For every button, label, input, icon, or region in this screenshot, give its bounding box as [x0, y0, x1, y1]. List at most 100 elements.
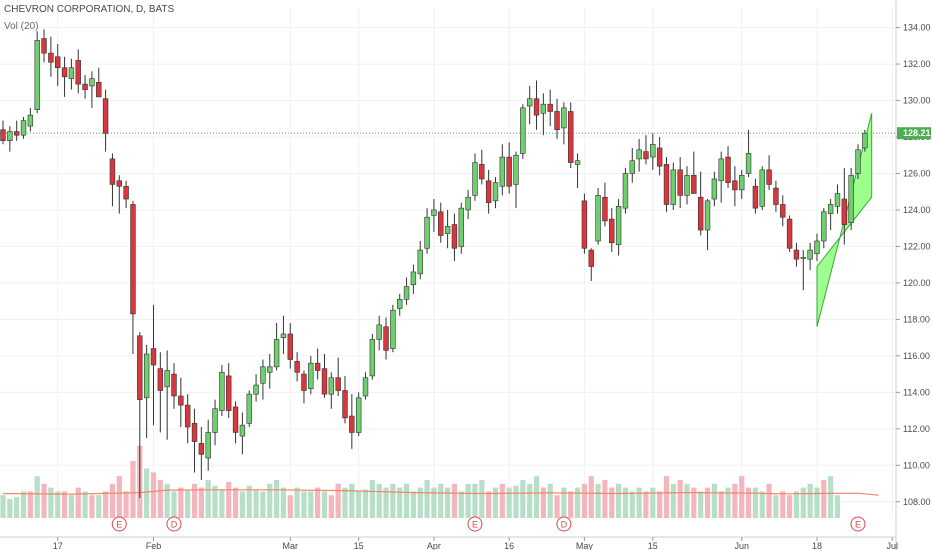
candle-body[interactable] — [267, 366, 273, 373]
candle-body[interactable] — [198, 443, 205, 455]
candle-body[interactable] — [540, 103, 547, 114]
candle-body[interactable] — [34, 40, 40, 110]
candle-body[interactable] — [102, 98, 109, 134]
candle-body[interactable] — [780, 204, 786, 218]
candle-body[interactable] — [150, 348, 157, 366]
candle-body[interactable] — [246, 393, 252, 424]
candle-body[interactable] — [157, 368, 164, 391]
candle-body[interactable] — [253, 384, 259, 395]
candle-body[interactable] — [130, 204, 136, 315]
candle-body[interactable] — [301, 373, 307, 391]
candle-body[interactable] — [458, 207, 464, 247]
candle-body[interactable] — [677, 169, 683, 196]
candle-body[interactable] — [554, 111, 560, 131]
candle-body[interactable] — [561, 107, 567, 129]
candle-body[interactable] — [116, 180, 122, 187]
candle-body[interactable] — [55, 56, 61, 69]
candle-body[interactable] — [581, 200, 588, 249]
candle-body[interactable] — [96, 82, 102, 98]
candle-body[interactable] — [841, 198, 848, 225]
candle-body[interactable] — [431, 209, 437, 216]
candle-body[interactable] — [424, 216, 430, 249]
candle-body[interactable] — [444, 226, 451, 234]
earnings-marker[interactable] — [467, 516, 483, 532]
candle-body[interactable] — [212, 408, 218, 433]
candle-body[interactable] — [773, 187, 779, 205]
candle-body[interactable] — [48, 52, 54, 63]
candle-body[interactable] — [595, 195, 601, 242]
candle-body[interactable] — [178, 395, 184, 406]
dividend-marker[interactable] — [556, 516, 572, 532]
candle-body[interactable] — [533, 98, 540, 116]
candle-body[interactable] — [766, 169, 772, 185]
candle-body[interactable] — [143, 353, 150, 399]
candle-body[interactable] — [499, 156, 506, 187]
earnings-marker[interactable] — [850, 516, 866, 532]
candle-body[interactable] — [752, 185, 759, 209]
candle-body[interactable] — [615, 206, 622, 245]
symbol-title[interactable]: CHEVRON CORPORATION, D, BATS — [4, 4, 175, 15]
candle-body[interactable] — [294, 361, 300, 373]
candle-body[interactable] — [342, 390, 348, 419]
candle-body[interactable] — [89, 78, 95, 87]
candle-body[interactable] — [287, 333, 293, 360]
candle-body[interactable] — [622, 173, 629, 209]
candle-body[interactable] — [834, 193, 841, 207]
candle-body[interactable] — [526, 98, 533, 107]
candle-body[interactable] — [137, 335, 143, 400]
candle-body[interactable] — [800, 257, 806, 259]
candle-body[interactable] — [219, 371, 225, 411]
candle-body[interactable] — [506, 156, 512, 187]
candle-body[interactable] — [643, 151, 649, 160]
candle-body[interactable] — [403, 286, 410, 300]
candle-body[interactable] — [239, 424, 246, 437]
dividend-marker[interactable] — [166, 516, 182, 532]
candle-body[interactable] — [492, 182, 499, 202]
candle-body[interactable] — [355, 397, 362, 433]
candle-body[interactable] — [547, 103, 553, 112]
candle-body[interactable] — [725, 156, 731, 183]
candle-body[interactable] — [390, 309, 396, 349]
candle-body[interactable] — [697, 196, 704, 231]
candle-body[interactable] — [27, 114, 34, 127]
candle-body[interactable] — [636, 149, 642, 160]
candle-body[interactable] — [280, 333, 287, 338]
candle-body[interactable] — [321, 368, 328, 395]
candle-body[interactable] — [827, 204, 834, 214]
candle-body[interactable] — [171, 373, 177, 397]
candle-body[interactable] — [123, 185, 129, 200]
candle-body[interactable] — [855, 149, 861, 174]
candle-body[interactable] — [109, 158, 116, 185]
candle-body[interactable] — [732, 180, 738, 191]
candle-body[interactable] — [68, 67, 75, 79]
candle-body[interactable] — [369, 339, 376, 377]
candle-body[interactable] — [335, 377, 341, 391]
candle-body[interactable] — [260, 366, 266, 384]
candle-body[interactable] — [704, 200, 711, 231]
candle-body[interactable] — [807, 249, 813, 260]
candle-body[interactable] — [383, 326, 389, 351]
candle-body[interactable] — [485, 180, 492, 203]
candle-body[interactable] — [670, 169, 677, 205]
candle-body[interactable] — [574, 160, 581, 165]
candle-body[interactable] — [739, 175, 745, 191]
candle-body[interactable] — [759, 169, 765, 207]
candle-body[interactable] — [41, 38, 47, 54]
candle-body[interactable] — [438, 211, 444, 236]
candle-body[interactable] — [273, 339, 280, 368]
candle-body[interactable] — [0, 129, 6, 141]
candle-body[interactable] — [20, 120, 27, 136]
candle-body[interactable] — [650, 144, 656, 158]
candle-body[interactable] — [656, 147, 663, 167]
candle-body[interactable] — [691, 175, 697, 194]
candle-body[interactable] — [821, 211, 827, 242]
candle-body[interactable] — [184, 404, 191, 428]
candle-body[interactable] — [684, 175, 690, 196]
candle-body[interactable] — [814, 240, 820, 255]
candle-body[interactable] — [848, 175, 854, 224]
candle-body[interactable] — [793, 249, 800, 260]
candle-body[interactable] — [61, 67, 68, 78]
candle-body[interactable] — [745, 153, 752, 174]
candle-body[interactable] — [520, 107, 526, 154]
candle-body[interactable] — [232, 406, 239, 433]
